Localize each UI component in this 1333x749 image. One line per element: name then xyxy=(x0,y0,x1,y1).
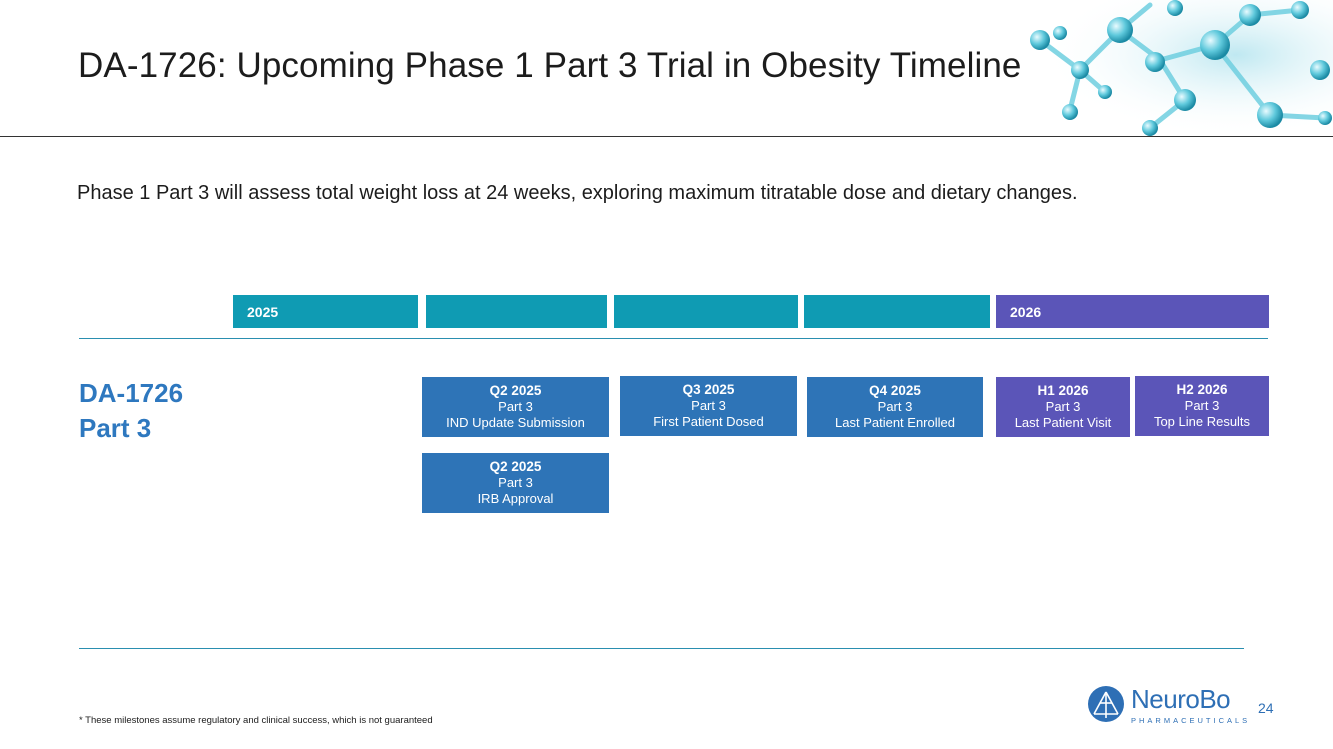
year-bar-2025: 2025 xyxy=(233,295,418,328)
milestone-period: Q4 2025 xyxy=(869,383,921,398)
milestone-period: Q2 2025 xyxy=(489,383,542,398)
milestone-last-enrolled: Q4 2025 Part 3 Last Patient Enrolled xyxy=(807,377,983,437)
row-label-part: Part 3 xyxy=(79,413,152,443)
row-label-drug: DA-1726 xyxy=(79,378,184,408)
milestone-period: Q2 2025 xyxy=(489,459,542,474)
milestone-period: H2 2026 xyxy=(1176,382,1228,397)
milestone-irb-approval: Q2 2025 Part 3 IRB Approval xyxy=(422,453,609,513)
logo-wordmark: NeuroBo xyxy=(1131,684,1231,714)
milestone-last-visit: H1 2026 Part 3 Last Patient Visit xyxy=(996,377,1130,437)
row-label: DA-1726 Part 3 xyxy=(79,376,183,446)
slide-title: DA-1726: Upcoming Phase 1 Part 3 Trial i… xyxy=(78,46,1022,85)
slide-subtitle: Phase 1 Part 3 will assess total weight … xyxy=(77,182,1078,204)
milestone-part: Part 3 xyxy=(877,399,913,414)
footnote: * These milestones assume regulatory and… xyxy=(79,715,433,726)
page-number: 24 xyxy=(1258,700,1274,716)
header-divider xyxy=(0,136,1333,137)
milestone-part: Part 3 xyxy=(691,398,726,413)
timeline-bottom-rule xyxy=(79,648,1244,649)
milestone-period: H1 2026 xyxy=(1037,383,1089,398)
milestone-period: Q3 2025 xyxy=(682,382,735,397)
milestone-event: IND Update Submission xyxy=(446,415,585,430)
milestone-part: Part 3 xyxy=(1184,398,1220,413)
molecule-illustration xyxy=(1010,0,1333,137)
milestone-event: Last Patient Visit xyxy=(1014,415,1112,430)
milestone-event: First Patient Dosed xyxy=(653,414,764,429)
milestone-part: Part 3 xyxy=(498,475,533,490)
timeline-top-rule xyxy=(79,338,1268,339)
milestone-event: Last Patient Enrolled xyxy=(835,415,955,430)
milestone-event: Top Line Results xyxy=(1153,414,1251,429)
milestone-part: Part 3 xyxy=(498,399,533,414)
year-bar-2026: 2026 xyxy=(996,295,1269,328)
neurobo-atom-icon xyxy=(1088,686,1124,722)
milestone-part: Part 3 xyxy=(1045,399,1081,414)
year-bar-q2 xyxy=(426,295,607,328)
logo-tagline: PHARMACEUTICALS xyxy=(1131,716,1251,725)
year-bar-q4 xyxy=(804,295,990,328)
year-bar-q3 xyxy=(614,295,798,328)
milestone-ind-update: Q2 2025 Part 3 IND Update Submission xyxy=(422,377,609,437)
milestone-top-line: H2 2026 Part 3 Top Line Results xyxy=(1135,376,1269,436)
milestone-first-patient: Q3 2025 Part 3 First Patient Dosed xyxy=(620,376,797,436)
milestone-event: IRB Approval xyxy=(477,491,554,506)
